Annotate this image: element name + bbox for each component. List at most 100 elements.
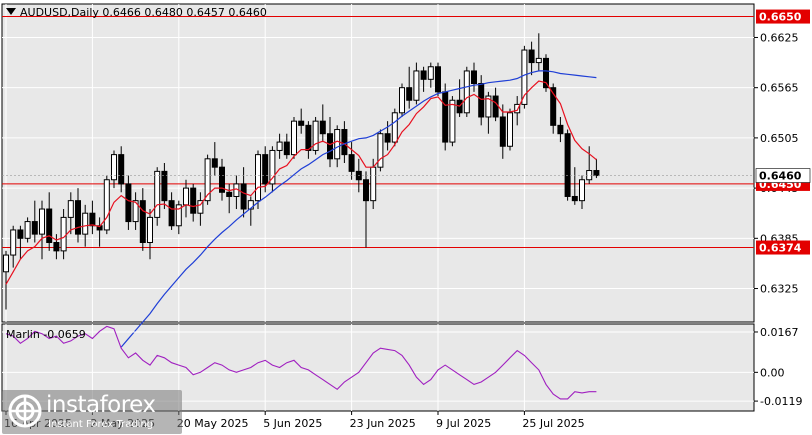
candle-body [175, 204, 182, 227]
candle-body [10, 229, 17, 256]
candle-body [262, 154, 269, 185]
time-tick-label: 9 Jul 2025 [436, 417, 491, 430]
candle-body [478, 83, 485, 118]
candle-body [399, 87, 405, 114]
candle-body [413, 70, 420, 101]
candle-body [312, 120, 319, 151]
candle-body [247, 200, 254, 210]
candle-body [219, 166, 225, 193]
candle-body [507, 112, 513, 147]
ma-fast-line [5, 80, 597, 285]
watermark-tagline: Instant Forex Trading [48, 419, 154, 430]
price-tick-label: 0.6325 [760, 283, 799, 296]
candle-body [75, 200, 81, 235]
candle-body [183, 187, 189, 206]
candle-body [255, 154, 261, 202]
candle-body [471, 70, 477, 84]
candle-body [269, 149, 276, 185]
candle-body [161, 170, 168, 202]
candle-body [53, 242, 60, 252]
time-tick-label: 5 Jun 2025 [263, 417, 322, 430]
level-label: 0.6650 [759, 11, 802, 24]
candle-body [24, 221, 31, 239]
candle-body [391, 112, 398, 143]
candle-body [521, 49, 528, 105]
watermark-brand: instaforex [46, 392, 156, 418]
candle-body [67, 200, 74, 218]
candle-body [226, 191, 233, 197]
candle-body [348, 154, 355, 172]
candle-body [499, 116, 506, 147]
candle-body [427, 66, 434, 80]
candle-body [535, 57, 542, 64]
symbol-header: AUDUSD,Daily 0.6466 0.6480 0.6457 0.6460 [6, 6, 267, 19]
candle-body [125, 183, 132, 223]
candle-body [485, 95, 492, 118]
time-tick-label: 20 May 2025 [177, 417, 249, 430]
candle-body [197, 200, 204, 214]
osc-tick-label: -0.0119 [760, 395, 802, 408]
candle-body [190, 187, 197, 214]
candle-body [17, 229, 24, 239]
candle-body [377, 133, 384, 168]
candle-body [550, 87, 557, 126]
candle-body [528, 49, 535, 64]
watermark: instaforex Instant Forex Trading [2, 390, 182, 434]
instaforex-logo-icon [8, 394, 42, 428]
candle-body [370, 166, 377, 202]
dropdown-triangle-icon[interactable] [6, 8, 16, 15]
level-label-box [756, 240, 810, 255]
candle-body [3, 254, 9, 273]
symbol-ohlc-text: AUDUSD,Daily 0.6466 0.6480 0.6457 0.6460 [20, 6, 267, 19]
candle-body [557, 124, 564, 135]
price-tick-label: 0.6565 [760, 82, 799, 95]
candle-body [39, 208, 45, 235]
candle-body [89, 212, 96, 227]
level-label: 0.6374 [759, 242, 802, 255]
candle-body [363, 179, 369, 202]
candle-body [132, 200, 139, 223]
candle-body [154, 170, 161, 218]
candle-body [111, 154, 117, 181]
candle-body [586, 170, 593, 181]
candle-body [60, 216, 67, 252]
candle-body [319, 120, 326, 135]
candle-body [240, 183, 247, 210]
candle-body [449, 99, 456, 143]
candle-body [168, 200, 175, 227]
candle-body [406, 87, 413, 101]
candle-body [31, 221, 38, 235]
candle-body [82, 212, 89, 235]
candle-body [46, 208, 53, 244]
candle-body [341, 129, 348, 156]
candle-body [571, 195, 578, 202]
ma-slow-line [120, 70, 597, 348]
price-tick-label: 0.6625 [760, 31, 799, 44]
candle-body [514, 103, 521, 114]
osc-tick-label: 0.00 [760, 366, 785, 379]
candle-body [327, 133, 333, 160]
candle-body [103, 179, 110, 231]
level-label-box [756, 9, 810, 24]
candle-body [139, 200, 146, 244]
candle-body [463, 70, 470, 114]
marlin-line [5, 325, 597, 400]
candle-body [384, 133, 391, 143]
candle-body [435, 66, 441, 93]
time-tick-label: 25 Jul 2025 [522, 417, 584, 430]
candle-body [211, 158, 218, 168]
candle-body [204, 158, 211, 202]
candle-body [298, 120, 305, 126]
candle-body [305, 124, 312, 151]
candle-body [118, 154, 125, 185]
current-price-label: 0.6460 [759, 170, 802, 183]
candle-body [492, 95, 499, 118]
osc-tick-label: 0.0167 [760, 326, 799, 339]
candle-body [543, 57, 549, 89]
candle-body [442, 91, 449, 143]
current-price-box [755, 168, 811, 183]
candle-body [334, 129, 341, 160]
time-tick-label: 23 Jun 2025 [350, 417, 416, 430]
candle-body [593, 170, 600, 177]
